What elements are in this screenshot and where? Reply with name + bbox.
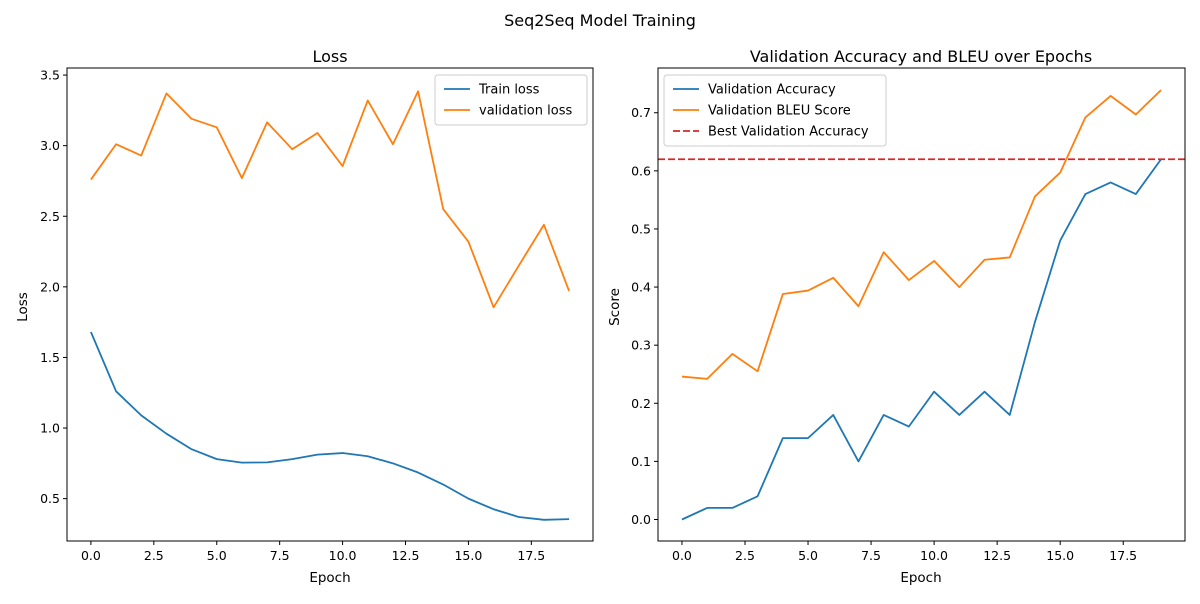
acc-bleu-y-tick-label: 0.5 bbox=[631, 221, 651, 236]
accuracy-bleu-panel-xlabel: Epoch bbox=[900, 570, 941, 586]
acc-bleu-y-tick-label: 0.7 bbox=[631, 105, 651, 120]
acc-bleu-legend-box bbox=[663, 74, 887, 147]
loss-y-tick-label: 1.5 bbox=[40, 350, 60, 365]
loss-x-tick-label: 7.5 bbox=[270, 548, 290, 563]
acc-bleu-x-tick-label: 15.0 bbox=[1046, 548, 1074, 563]
figure-suptitle: Seq2Seq Model Training bbox=[504, 11, 696, 30]
acc-bleu-x-tick-label: 10.0 bbox=[920, 548, 948, 563]
loss-x-tick-label: 0.0 bbox=[81, 548, 101, 563]
acc-bleu-x-tick-label: 0.0 bbox=[672, 548, 692, 563]
acc-bleu-legend-label: Validation BLEU Score bbox=[708, 104, 851, 119]
acc-bleu-x-tick-label: 2.5 bbox=[735, 548, 755, 563]
loss-x-tick-label: 15.0 bbox=[454, 548, 482, 563]
acc-bleu-y-tick-label: 0.2 bbox=[631, 396, 651, 411]
acc-bleu-legend-label: Best Validation Accuracy bbox=[708, 125, 869, 140]
accuracy-bleu-panel-title: Validation Accuracy and BLEU over Epochs bbox=[750, 47, 1092, 66]
loss-y-tick-label: 3.5 bbox=[40, 68, 60, 83]
loss-y-tick-label: 1.0 bbox=[40, 421, 60, 436]
accuracy-bleu-panel: Validation Accuracy and BLEU over Epochs… bbox=[607, 47, 1186, 586]
loss-panel-xlabel: Epoch bbox=[309, 570, 350, 586]
loss-legend: Train loss validation loss bbox=[434, 74, 588, 126]
acc-bleu-axes-frame bbox=[657, 67, 1186, 542]
loss-axes-frame bbox=[66, 67, 594, 542]
loss-y-tick-label: 0.5 bbox=[40, 491, 60, 506]
acc-bleu-legend: Validation Accuracy Validation BLEU Score… bbox=[663, 74, 887, 147]
acc-bleu-y-tick-label: 0.1 bbox=[631, 454, 651, 469]
acc-bleu-series-line-1 bbox=[681, 89, 1162, 380]
acc-bleu-y-tick-label: 0.0 bbox=[631, 512, 651, 527]
loss-panel-ylabel: Loss bbox=[15, 292, 31, 322]
acc-bleu-legend-label: Validation Accuracy bbox=[708, 83, 836, 98]
loss-x-tick-label: 2.5 bbox=[144, 548, 164, 563]
acc-bleu-x-tick-label: 7.5 bbox=[861, 548, 881, 563]
acc-bleu-x-tick-label: 17.5 bbox=[1109, 548, 1137, 563]
loss-y-tick-label: 3.0 bbox=[40, 138, 60, 153]
loss-x-tick-label: 17.5 bbox=[517, 548, 545, 563]
loss-y-tick-label: 2.5 bbox=[40, 209, 60, 224]
loss-x-tick-label: 5.0 bbox=[207, 548, 227, 563]
loss-legend-box bbox=[434, 74, 588, 126]
loss-panel-title: Loss bbox=[312, 47, 347, 66]
acc-bleu-y-tick-label: 0.3 bbox=[631, 338, 651, 353]
accuracy-bleu-panel-ylabel: Score bbox=[607, 288, 623, 326]
acc-bleu-x-tick-label: 12.5 bbox=[983, 548, 1011, 563]
acc-bleu-y-tick-label: 0.6 bbox=[631, 163, 651, 178]
loss-x-tick-label: 12.5 bbox=[392, 548, 420, 563]
loss-legend-label: Train loss bbox=[478, 83, 540, 98]
loss-x-tick-label: 10.0 bbox=[329, 548, 357, 563]
acc-bleu-series-line-0 bbox=[681, 158, 1162, 521]
loss-legend-label: validation loss bbox=[479, 104, 572, 119]
loss-panel: Loss Epoch Loss 0.0 2.5 5.0 7.5 10.0 12.5 15.0… bbox=[15, 47, 594, 586]
loss-series-line-1 bbox=[90, 90, 570, 309]
acc-bleu-y-tick-label: 0.4 bbox=[631, 280, 651, 295]
loss-series-line-0 bbox=[90, 331, 570, 521]
acc-bleu-x-tick-label: 5.0 bbox=[798, 548, 818, 563]
loss-y-tick-label: 2.0 bbox=[40, 279, 60, 294]
